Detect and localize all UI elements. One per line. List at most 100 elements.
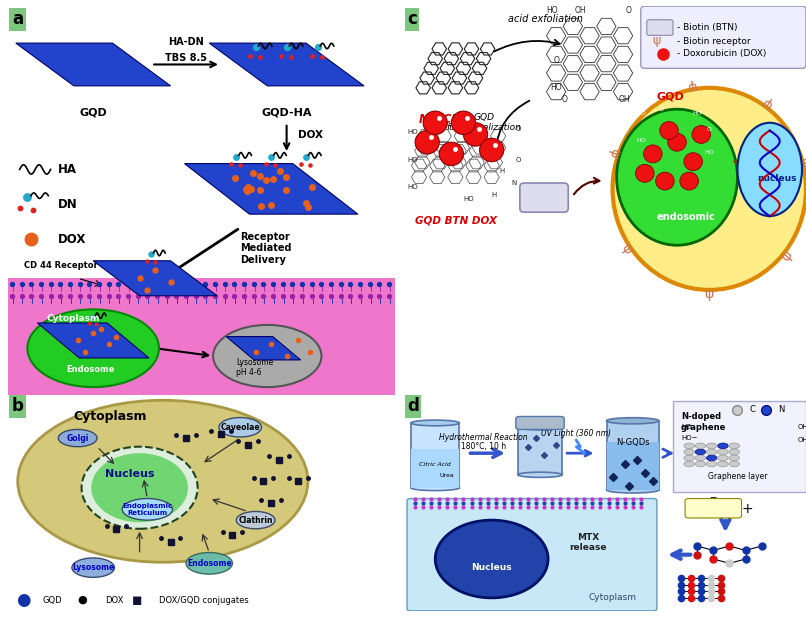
Circle shape: [656, 172, 674, 190]
Text: c: c: [407, 10, 417, 28]
Text: H: H: [492, 192, 497, 197]
Ellipse shape: [213, 325, 322, 387]
Text: OH: OH: [619, 95, 630, 104]
Circle shape: [717, 461, 729, 467]
Text: 180°C, 10 h: 180°C, 10 h: [461, 442, 506, 451]
Circle shape: [729, 455, 740, 461]
Text: O: O: [707, 126, 712, 131]
Text: ψ: ψ: [653, 34, 661, 47]
Circle shape: [695, 461, 706, 467]
Circle shape: [683, 153, 702, 170]
Ellipse shape: [219, 418, 261, 437]
Text: HO: HO: [407, 130, 418, 136]
Text: OH: OH: [671, 36, 683, 46]
Circle shape: [683, 461, 695, 467]
Text: Golgi: Golgi: [67, 434, 89, 442]
Text: Graphene layer: Graphene layer: [708, 472, 767, 481]
Circle shape: [695, 449, 706, 455]
Text: DN: DN: [58, 198, 78, 211]
Text: GQD: GQD: [43, 595, 63, 605]
Text: UV Light (360 nm): UV Light (360 nm): [542, 429, 611, 438]
Ellipse shape: [72, 558, 114, 578]
Text: C: C: [750, 405, 755, 415]
Text: O: O: [625, 6, 632, 15]
Text: ●: ●: [16, 591, 31, 609]
Text: HA: HA: [58, 163, 77, 176]
Ellipse shape: [186, 553, 232, 574]
Text: O: O: [561, 95, 567, 104]
Text: b: b: [12, 397, 24, 415]
Text: HO: HO: [704, 150, 714, 155]
Ellipse shape: [81, 447, 197, 529]
Text: Clathrin: Clathrin: [239, 516, 273, 524]
Ellipse shape: [518, 424, 562, 430]
Bar: [606, 421, 659, 490]
Text: endosomic: endosomic: [657, 212, 716, 222]
Text: O: O: [659, 107, 663, 112]
Circle shape: [695, 443, 706, 449]
Circle shape: [463, 123, 488, 146]
Circle shape: [643, 145, 663, 163]
Circle shape: [729, 449, 740, 455]
Text: GQD: GQD: [657, 91, 684, 101]
Text: nucleus: nucleus: [758, 174, 797, 183]
Text: HO: HO: [636, 138, 646, 143]
Text: ψ: ψ: [799, 155, 806, 168]
Bar: [8, 278, 395, 395]
Text: GQD: GQD: [79, 107, 107, 117]
Text: OH: OH: [575, 6, 586, 15]
Text: GQD BTN DOX: GQD BTN DOX: [415, 216, 497, 226]
Circle shape: [706, 461, 717, 467]
Ellipse shape: [58, 429, 97, 447]
Circle shape: [706, 443, 717, 449]
FancyBboxPatch shape: [641, 6, 806, 68]
Circle shape: [729, 461, 740, 467]
Text: a: a: [12, 10, 23, 28]
Circle shape: [415, 131, 439, 154]
Text: Lysosome
pH 4-6: Lysosome pH 4-6: [236, 358, 273, 378]
Text: DOX/GQD conjugates: DOX/GQD conjugates: [159, 595, 249, 605]
Text: Receptor
Mediated
Delivery: Receptor Mediated Delivery: [240, 231, 292, 265]
Text: - Biotin receptor: - Biotin receptor: [677, 36, 750, 46]
Text: DOX: DOX: [105, 595, 123, 605]
Text: HO: HO: [550, 83, 562, 93]
Circle shape: [717, 455, 729, 461]
Bar: [606, 442, 659, 490]
Bar: [411, 423, 459, 487]
Text: N-GQDs: N-GQDs: [616, 437, 650, 447]
Text: ψ: ψ: [606, 146, 623, 160]
Text: Caveolae: Caveolae: [220, 423, 260, 432]
Ellipse shape: [606, 418, 659, 424]
Text: Endosome: Endosome: [66, 365, 114, 373]
Text: HA-DN: HA-DN: [168, 37, 204, 47]
Text: ●: ●: [77, 595, 87, 605]
Circle shape: [695, 455, 706, 461]
Text: Endoplasmic
Reticulum: Endoplasmic Reticulum: [123, 503, 172, 516]
Text: HO: HO: [546, 6, 558, 15]
Circle shape: [717, 443, 729, 449]
Circle shape: [480, 138, 504, 162]
Circle shape: [683, 455, 695, 461]
FancyBboxPatch shape: [520, 183, 568, 212]
Text: +: +: [742, 502, 753, 516]
Ellipse shape: [737, 123, 802, 216]
FancyBboxPatch shape: [516, 416, 564, 429]
Text: ψ: ψ: [618, 241, 635, 257]
Text: CD 44 Receptor: CD 44 Receptor: [23, 262, 98, 270]
Text: Endosome: Endosome: [187, 559, 231, 568]
Ellipse shape: [18, 400, 308, 562]
Text: MTX
release: MTX release: [570, 533, 607, 552]
Ellipse shape: [411, 420, 459, 426]
Text: HO: HO: [463, 196, 474, 202]
Text: DOX: DOX: [298, 130, 323, 140]
Ellipse shape: [613, 88, 806, 290]
Text: Hydrothermal Reaction: Hydrothermal Reaction: [439, 433, 528, 442]
Circle shape: [451, 111, 476, 135]
Polygon shape: [37, 323, 149, 358]
Text: O: O: [516, 125, 521, 131]
Text: OH: OH: [798, 437, 806, 444]
Text: TBS 8.5: TBS 8.5: [165, 52, 207, 62]
Ellipse shape: [91, 453, 188, 522]
Text: - Doxorubicin (DOX): - Doxorubicin (DOX): [677, 49, 767, 59]
Text: OH: OH: [798, 424, 806, 431]
